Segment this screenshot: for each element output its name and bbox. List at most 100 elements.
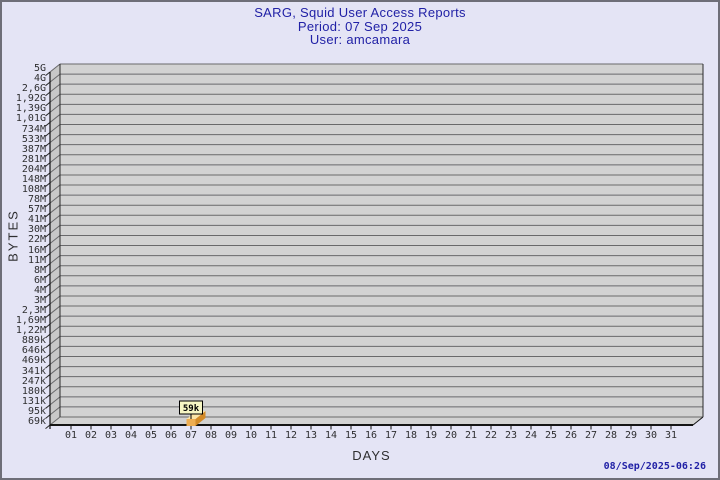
gridline-wall <box>49 93 61 103</box>
y-tick-label: 247k <box>21 375 46 387</box>
y-tick-mark <box>45 323 51 329</box>
gridline-wall <box>49 346 61 355</box>
y-tick-label: 341k <box>21 365 46 377</box>
y-tick-label: 180k <box>21 385 46 397</box>
y-tick-mark <box>45 404 51 409</box>
chart-title-block: SARG, Squid User Access Reports Period: … <box>2 6 718 47</box>
y-tick-label: 6M <box>33 274 46 286</box>
y-tick-label: 57M <box>27 204 46 216</box>
gridline-wall <box>49 103 61 113</box>
gridline-wall <box>49 184 61 194</box>
y-tick-label: 2,3M <box>21 305 46 317</box>
y-tick-label: 1,39G <box>15 103 46 115</box>
gridline-wall <box>49 325 61 335</box>
y-tick-mark <box>45 142 51 147</box>
x-tick-label: 09 <box>224 430 238 441</box>
gridline-wall <box>49 396 61 406</box>
plot-back-plane <box>60 64 703 417</box>
y-tick-label: 11M <box>27 254 46 266</box>
y-tick-mark <box>45 192 51 198</box>
generation-timestamp: 08/Sep/2025-06:26 <box>603 461 706 472</box>
gridline-wall <box>49 214 61 224</box>
y-tick-mark <box>45 424 51 429</box>
gridline-wall <box>49 335 61 345</box>
y-tick-mark <box>45 81 51 87</box>
bar-side-face <box>195 411 206 426</box>
gridline-wall <box>49 265 61 275</box>
x-tick-label: 12 <box>284 430 298 441</box>
x-tick-label: 05 <box>144 430 158 441</box>
gridline-wall <box>49 376 61 386</box>
chart-user: User: amcamara <box>309 32 411 47</box>
bar-day-07 <box>186 419 196 426</box>
x-tick-label: 27 <box>584 430 598 441</box>
y-tick-mark <box>45 364 51 369</box>
gridline-wall <box>49 305 61 315</box>
y-tick-mark <box>45 222 51 228</box>
x-tick-label: 30 <box>644 430 658 441</box>
y-tick-mark <box>45 122 51 127</box>
y-tick-mark <box>45 303 51 308</box>
y-tick-mark <box>45 394 51 399</box>
y-tick-label: 30M <box>27 224 46 236</box>
chart-period: Period: 07 Sep 2025 <box>297 18 423 34</box>
y-tick-mark <box>45 202 51 208</box>
y-tick-label: 95k <box>27 405 46 417</box>
y-tick-label: 41M <box>27 214 46 226</box>
x-tick-label: 07 <box>184 430 198 441</box>
y-tick-mark <box>45 263 51 268</box>
gridline-wall <box>49 224 61 234</box>
gridline-wall <box>49 295 61 305</box>
y-tick-mark <box>45 374 51 379</box>
x-tick-label: 13 <box>304 430 318 441</box>
x-tick-label: 11 <box>264 430 278 441</box>
y-tick-label: 734M <box>21 123 46 135</box>
x-tick-label: 25 <box>544 430 558 441</box>
y-tick-label: 2,6G <box>21 83 46 95</box>
y-tick-label: 5G <box>33 63 46 74</box>
gridline-wall <box>49 164 61 174</box>
x-tick-label: 02 <box>84 430 98 441</box>
y-tick-mark <box>45 71 51 76</box>
y-tick-label: 469k <box>21 355 46 367</box>
floor-right-edge <box>692 416 704 426</box>
y-tick-label: 387M <box>21 143 46 155</box>
gridline-wall <box>49 124 61 133</box>
y-tick-label: 3M <box>33 294 46 306</box>
y-tick-mark <box>45 232 51 238</box>
y-tick-label: 4G <box>33 73 46 85</box>
gridline-wall <box>49 204 61 214</box>
x-tick-label: 22 <box>484 430 498 441</box>
y-tick-label: 1,92G <box>15 93 46 105</box>
x-tick-label: 15 <box>344 430 358 441</box>
y-tick-label: 16M <box>27 244 46 256</box>
y-tick-label: 281M <box>21 153 46 165</box>
x-tick-label: 19 <box>424 430 438 441</box>
y-tick-label: 22M <box>27 234 46 246</box>
y-tick-mark <box>45 293 51 298</box>
x-tick-label: 04 <box>124 430 138 441</box>
y-tick-label: 148M <box>21 173 46 185</box>
bar-value-label-box <box>179 400 203 415</box>
y-tick-mark <box>45 91 51 97</box>
y-tick-label: 8M <box>33 264 46 276</box>
gridline-wall <box>49 275 61 285</box>
y-tick-label: 4M <box>33 284 46 296</box>
gridline-wall <box>49 386 61 396</box>
y-tick-label: 1,01G <box>15 113 46 125</box>
y-tick-label: 69k <box>27 416 46 427</box>
gridline-wall <box>49 134 61 143</box>
y-tick-label: 646k <box>21 345 46 357</box>
y-tick-mark <box>45 152 51 157</box>
gridline-wall <box>49 83 61 93</box>
y-tick-label: 533M <box>21 133 46 145</box>
x-tick-label: 31 <box>664 430 678 441</box>
gridline-wall <box>49 174 61 184</box>
gridline-wall <box>49 245 61 254</box>
gridline-wall <box>49 255 61 265</box>
gridline-wall <box>49 416 61 426</box>
y-tick-label: 108M <box>21 184 46 196</box>
x-tick-label: 10 <box>244 430 258 441</box>
chart-title: SARG, Squid User Access Reports <box>254 5 466 20</box>
